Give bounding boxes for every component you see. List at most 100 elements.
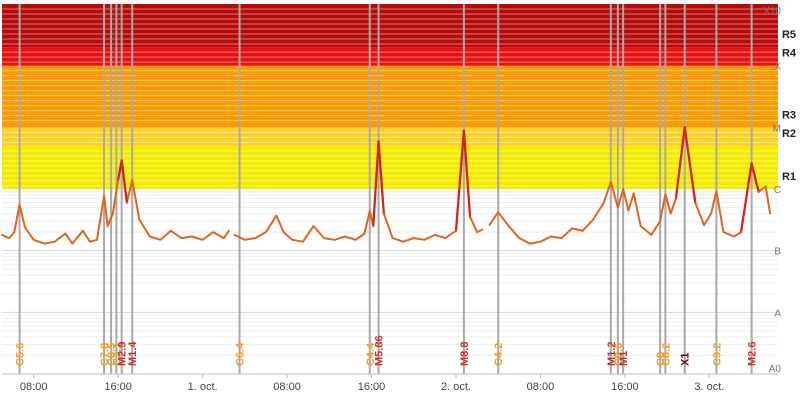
- flux-point: [639, 225, 642, 228]
- flux-point: [291, 238, 294, 241]
- flux-point: [363, 232, 366, 235]
- class-label-B: B: [774, 247, 781, 258]
- flux-point: [463, 129, 465, 132]
- flux-peak-segment: [750, 162, 760, 193]
- flux-point: [354, 238, 357, 241]
- flare-label-2: C8.5: [106, 343, 118, 366]
- flux-point: [89, 240, 91, 243]
- flux-point: [669, 212, 672, 215]
- flux-point: [111, 212, 114, 215]
- flare-label-17: C9.2: [711, 343, 723, 366]
- flux-point: [82, 229, 84, 232]
- flux-point: [627, 209, 630, 212]
- flare-label-15: C8.2: [660, 343, 672, 366]
- flux-point: [764, 185, 767, 188]
- flux-point: [254, 237, 257, 239]
- flux-point: [212, 231, 215, 234]
- flux-point: [372, 225, 375, 228]
- flux-point: [228, 229, 230, 232]
- flux-point: [18, 203, 21, 206]
- flux-peak-segment: [454, 129, 466, 232]
- flux-point: [715, 190, 718, 193]
- flux-point: [650, 234, 653, 236]
- flux-point: [444, 237, 447, 239]
- flux-peak-segment: [120, 159, 129, 204]
- severity-zones: [2, 4, 778, 189]
- flux-peak-segment: [674, 126, 686, 200]
- flux-point: [159, 238, 162, 241]
- flux-point: [622, 188, 625, 190]
- x-tick-label: 16:00: [104, 381, 132, 393]
- flux-point: [402, 240, 405, 243]
- flux-point: [497, 211, 500, 214]
- flux-point: [609, 181, 612, 183]
- flux-point: [757, 190, 760, 193]
- flux-point: [616, 206, 619, 209]
- flux-point: [412, 237, 415, 239]
- flare-label-0: C5.6: [15, 343, 27, 366]
- flux-point: [433, 234, 436, 236]
- flux-point: [323, 237, 325, 239]
- flux-point: [191, 235, 193, 238]
- class-label-A: A: [774, 308, 781, 319]
- flare-label-11: M1.2: [606, 342, 618, 366]
- flare-label-5: M1.4: [127, 341, 139, 366]
- flare-label-13: M1: [618, 351, 630, 366]
- zone-band-2: [2, 65, 778, 128]
- flux-point: [469, 216, 471, 219]
- radio-blackout-label-R5: R5: [782, 29, 796, 41]
- class-label-A0: A0: [769, 364, 782, 375]
- flux-point: [53, 240, 56, 243]
- flux-point: [683, 126, 686, 129]
- flux-point: [750, 162, 753, 165]
- flux-point: [560, 237, 563, 239]
- flux-point: [733, 235, 735, 238]
- flux-point: [23, 226, 26, 229]
- flare-label-12: C8.6: [613, 343, 625, 366]
- flux-point: [740, 231, 742, 234]
- flux-point: [592, 218, 595, 221]
- class-label-X: X: [774, 62, 781, 73]
- class-label-X10: X10: [763, 6, 781, 17]
- class-label-C: C: [774, 185, 781, 196]
- x-tick-label: 2. oct.: [441, 381, 471, 393]
- flux-point: [131, 179, 134, 181]
- flux-point: [722, 231, 725, 234]
- flare-label-18: M2.6: [747, 342, 759, 366]
- x-tick-label: 16:00: [611, 381, 639, 393]
- flare-label-8: M5.86: [374, 335, 386, 366]
- flux-peak-segment: [372, 140, 380, 228]
- flux-point: [528, 242, 531, 245]
- flux-peak-segment: [462, 129, 472, 219]
- flux-point: [275, 214, 278, 217]
- flare-label-9: M8.8: [459, 342, 471, 366]
- zone-band-4: [2, 4, 778, 48]
- flare-label-3: C3.1: [111, 343, 123, 366]
- x-tick-label: 08:00: [273, 381, 301, 393]
- flux-point: [694, 201, 697, 204]
- flux-point: [13, 231, 16, 234]
- flux-point: [481, 228, 484, 231]
- flux-point: [602, 201, 605, 204]
- flux-point: [120, 159, 123, 162]
- flux-point: [64, 232, 67, 235]
- flare-markers: [18, 4, 753, 374]
- radio-blackout-label-R2: R2: [782, 128, 796, 140]
- flare-label-10: C4.2: [493, 343, 505, 366]
- flux-point: [518, 237, 521, 239]
- flux-point: [301, 240, 304, 243]
- flux-point: [138, 218, 141, 221]
- flux-point: [368, 210, 371, 212]
- x-tick-label: 16:00: [358, 381, 386, 393]
- flux-point: [96, 238, 98, 241]
- flux-point: [423, 238, 426, 241]
- x-tick-label: 08:00: [527, 381, 555, 393]
- flare-label-1: C7.8: [99, 343, 111, 366]
- flux-point: [571, 227, 574, 230]
- flux-point: [659, 220, 662, 223]
- flux-peak-segment: [739, 162, 753, 234]
- flux-point: [126, 201, 128, 204]
- flare-labels: C5.6 C7.8C8.5C3.1M2.9M1.4 C6.4 C4.4M5.86 M8.…: [15, 335, 759, 366]
